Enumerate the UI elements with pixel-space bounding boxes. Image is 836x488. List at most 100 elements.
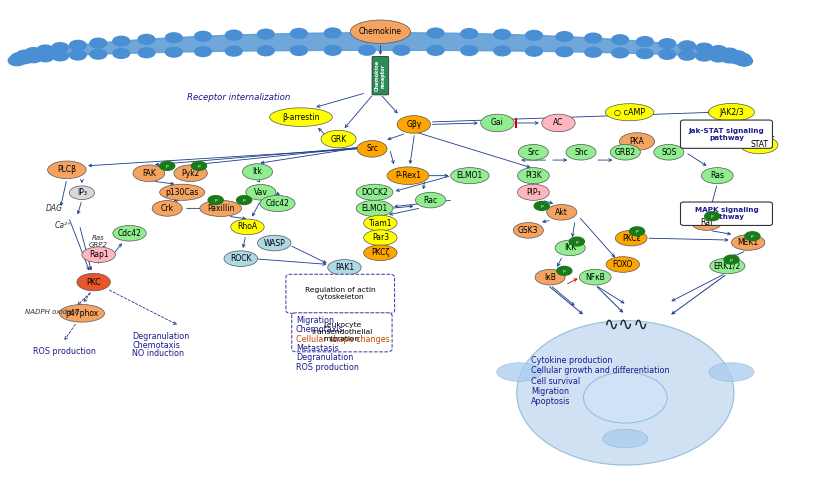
Text: ERK1/2: ERK1/2 <box>714 262 741 270</box>
Text: IKK: IKK <box>564 244 576 252</box>
Text: Cellular shape changes: Cellular shape changes <box>296 335 390 344</box>
Circle shape <box>208 196 223 204</box>
Text: Paxillin: Paxillin <box>207 204 234 213</box>
Circle shape <box>585 47 602 57</box>
Text: NO induction: NO induction <box>132 349 184 358</box>
Text: Rap1: Rap1 <box>89 250 109 259</box>
Text: PLCβ: PLCβ <box>58 165 76 174</box>
Text: PKC: PKC <box>86 278 101 286</box>
Ellipse shape <box>200 200 242 217</box>
Ellipse shape <box>415 192 446 208</box>
Ellipse shape <box>584 372 667 423</box>
Text: MAPK signaling
pathway: MAPK signaling pathway <box>695 207 758 220</box>
Circle shape <box>729 54 746 64</box>
Text: Crk: Crk <box>161 204 174 213</box>
Ellipse shape <box>708 103 754 121</box>
Ellipse shape <box>741 136 777 154</box>
Text: β-arrestin: β-arrestin <box>283 113 319 122</box>
Text: Chemokine
receptor: Chemokine receptor <box>375 60 385 91</box>
Text: p: p <box>197 164 201 168</box>
Ellipse shape <box>364 215 397 231</box>
Text: GSK3: GSK3 <box>518 226 538 235</box>
Text: JAK2/3: JAK2/3 <box>719 108 744 117</box>
Text: Vav: Vav <box>254 188 268 197</box>
Circle shape <box>729 51 746 61</box>
Ellipse shape <box>518 144 548 160</box>
Circle shape <box>195 31 212 41</box>
Circle shape <box>166 47 182 57</box>
Text: Rac: Rac <box>424 196 437 204</box>
Circle shape <box>494 29 511 39</box>
Ellipse shape <box>364 245 397 261</box>
Circle shape <box>359 45 375 55</box>
Circle shape <box>636 37 653 46</box>
Circle shape <box>138 48 155 58</box>
Ellipse shape <box>654 144 684 160</box>
Circle shape <box>557 266 572 275</box>
Text: Ca²⁺: Ca²⁺ <box>54 221 71 230</box>
Text: ELMO1: ELMO1 <box>456 171 483 180</box>
Text: p: p <box>635 229 639 233</box>
Text: p: p <box>751 234 754 238</box>
Ellipse shape <box>260 195 295 212</box>
Circle shape <box>393 45 410 55</box>
Text: Receptor internalization: Receptor internalization <box>186 93 290 102</box>
Polygon shape <box>17 33 744 61</box>
Circle shape <box>8 56 25 65</box>
Circle shape <box>226 30 242 40</box>
Ellipse shape <box>59 305 104 322</box>
Circle shape <box>8 56 25 66</box>
Text: Shc: Shc <box>574 148 588 157</box>
Circle shape <box>69 41 86 50</box>
Text: ○ cAMP: ○ cAMP <box>614 108 645 117</box>
Text: DAG: DAG <box>46 204 63 213</box>
Ellipse shape <box>579 269 611 285</box>
Circle shape <box>37 45 54 55</box>
Ellipse shape <box>732 235 765 250</box>
Ellipse shape <box>152 201 182 216</box>
Ellipse shape <box>357 141 387 157</box>
Text: ROS production: ROS production <box>296 363 359 371</box>
Circle shape <box>226 46 242 56</box>
Ellipse shape <box>246 184 276 200</box>
Circle shape <box>494 46 511 56</box>
Text: ROS production: ROS production <box>33 347 96 356</box>
Circle shape <box>37 52 54 61</box>
Ellipse shape <box>350 20 410 43</box>
Ellipse shape <box>481 114 514 132</box>
Ellipse shape <box>605 103 654 121</box>
Text: Migration: Migration <box>296 316 334 325</box>
Ellipse shape <box>566 144 596 160</box>
Text: Ras: Ras <box>711 171 724 180</box>
Text: IP₃: IP₃ <box>77 188 87 197</box>
Text: Par3: Par3 <box>372 233 389 242</box>
Ellipse shape <box>517 167 549 184</box>
Circle shape <box>630 227 645 236</box>
Circle shape <box>427 28 444 38</box>
Ellipse shape <box>513 223 543 238</box>
Text: IκB: IκB <box>544 273 556 282</box>
Ellipse shape <box>710 258 745 274</box>
Circle shape <box>659 39 675 48</box>
Ellipse shape <box>77 273 110 291</box>
Text: Raf: Raf <box>700 218 713 227</box>
Circle shape <box>556 47 573 57</box>
Circle shape <box>257 46 274 56</box>
Circle shape <box>461 29 477 39</box>
Text: Itk: Itk <box>252 167 263 176</box>
Text: Regulation of actin
cytoskeleton: Regulation of actin cytoskeleton <box>305 287 375 300</box>
Text: Cellular growth and differentiation: Cellular growth and differentiation <box>531 366 670 375</box>
Text: STAT: STAT <box>750 141 768 149</box>
Text: Jak-STAT signaling
pathway: Jak-STAT signaling pathway <box>689 128 764 141</box>
FancyBboxPatch shape <box>372 57 389 95</box>
Text: p: p <box>563 269 566 273</box>
Ellipse shape <box>615 230 647 246</box>
Text: Ras
GRP2: Ras GRP2 <box>89 235 108 248</box>
Circle shape <box>659 49 675 59</box>
Circle shape <box>52 51 69 61</box>
Text: DOCK2: DOCK2 <box>361 188 388 197</box>
Text: Cell survival: Cell survival <box>531 377 580 386</box>
Text: PI3K: PI3K <box>525 171 542 180</box>
Ellipse shape <box>451 167 489 184</box>
Circle shape <box>696 43 712 53</box>
